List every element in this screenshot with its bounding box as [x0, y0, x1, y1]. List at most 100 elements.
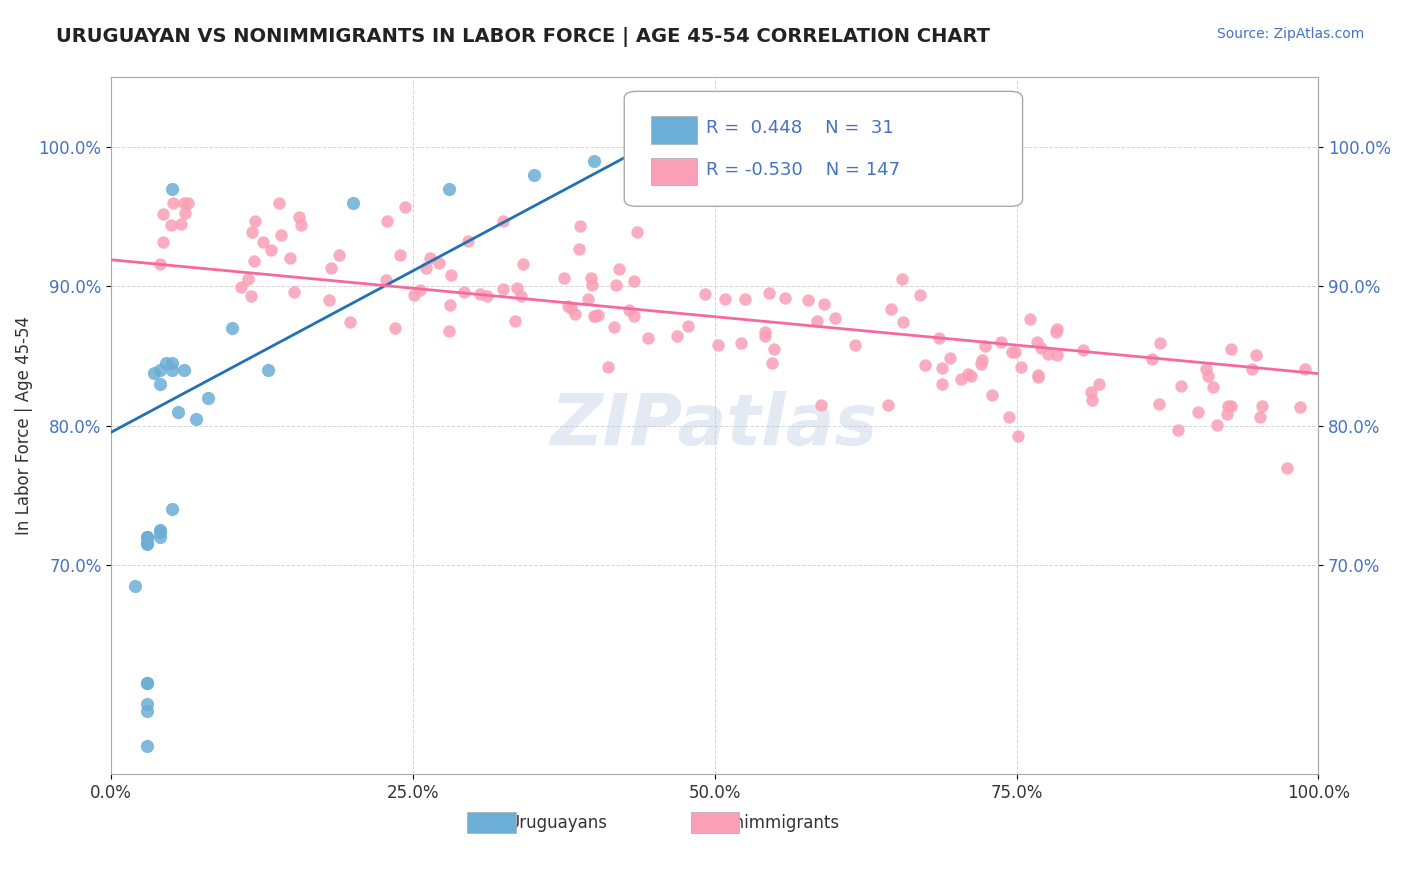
Point [623, 274, 645, 288]
Point [596, 359, 619, 374]
Point [492, 214, 515, 228]
Point [136, 535, 159, 549]
Point [626, 225, 648, 239]
FancyBboxPatch shape [467, 813, 516, 833]
Point [148, 257, 170, 271]
Point [1147, 397, 1170, 411]
Point [775, 291, 797, 305]
Point [457, 235, 479, 249]
Point [1026, 369, 1049, 384]
Text: R =  0.448    N =  31: R = 0.448 N = 31 [706, 119, 894, 136]
Point [1289, 400, 1312, 414]
Point [177, 195, 200, 210]
Point [136, 530, 159, 544]
Point [419, 251, 441, 265]
Point [810, 398, 832, 412]
Point [1080, 393, 1102, 408]
Text: Nonimmigrants: Nonimmigrants [711, 814, 839, 831]
Point [1001, 345, 1024, 359]
Point [754, 329, 776, 343]
Point [160, 219, 183, 233]
Point [243, 253, 266, 268]
FancyBboxPatch shape [651, 116, 696, 144]
Point [384, 320, 406, 334]
Point [148, 524, 170, 539]
Point [257, 363, 280, 377]
Point [1004, 344, 1026, 359]
Point [734, 292, 756, 306]
Point [152, 235, 174, 249]
Point [439, 298, 461, 312]
Point [877, 398, 900, 412]
Point [1206, 417, 1229, 432]
Point [512, 257, 534, 271]
Point [283, 285, 305, 299]
Point [374, 273, 396, 287]
Point [160, 363, 183, 377]
Point [453, 285, 475, 299]
FancyBboxPatch shape [690, 813, 740, 833]
Point [583, 310, 606, 324]
Point [568, 219, 591, 233]
Point [388, 248, 411, 262]
Point [957, 368, 980, 382]
Point [1007, 429, 1029, 443]
Point [136, 537, 159, 551]
Point [136, 698, 159, 712]
Point [148, 530, 170, 544]
Point [506, 281, 529, 295]
Point [754, 325, 776, 339]
Point [1045, 325, 1067, 339]
Point [1170, 379, 1192, 393]
Point [949, 372, 972, 386]
Point [928, 331, 950, 345]
Point [969, 358, 991, 372]
Point [970, 353, 993, 368]
Point [415, 260, 437, 275]
Point [1038, 347, 1060, 361]
Point [714, 293, 737, 307]
Point [475, 289, 498, 303]
Point [997, 410, 1019, 425]
Point [1010, 360, 1032, 375]
Point [1167, 423, 1189, 437]
Point [402, 288, 425, 302]
Point [437, 324, 460, 338]
Point [761, 356, 783, 370]
Point [931, 360, 953, 375]
Point [377, 214, 399, 228]
Point [583, 154, 606, 169]
Point [238, 272, 260, 286]
Point [693, 286, 716, 301]
Point [394, 200, 416, 214]
Point [136, 530, 159, 544]
Point [160, 182, 183, 196]
Point [797, 293, 820, 308]
Point [619, 303, 641, 318]
Point [1149, 336, 1171, 351]
Point [124, 579, 146, 593]
Point [173, 363, 195, 377]
Point [730, 335, 752, 350]
Point [1198, 368, 1220, 383]
Point [318, 293, 340, 308]
Point [1275, 461, 1298, 475]
Point [891, 271, 914, 285]
Point [197, 391, 219, 405]
Point [142, 366, 165, 380]
Point [503, 314, 526, 328]
Point [568, 242, 591, 256]
Point [914, 359, 936, 373]
Text: R = -0.530    N = 147: R = -0.530 N = 147 [706, 161, 900, 179]
Point [763, 342, 786, 356]
FancyBboxPatch shape [624, 91, 1022, 206]
Point [1240, 362, 1263, 376]
Point [270, 227, 292, 242]
Point [523, 168, 546, 182]
Point [576, 292, 599, 306]
Point [492, 282, 515, 296]
Point [583, 309, 606, 323]
Point [240, 289, 263, 303]
Point [439, 268, 461, 283]
Point [879, 301, 901, 316]
